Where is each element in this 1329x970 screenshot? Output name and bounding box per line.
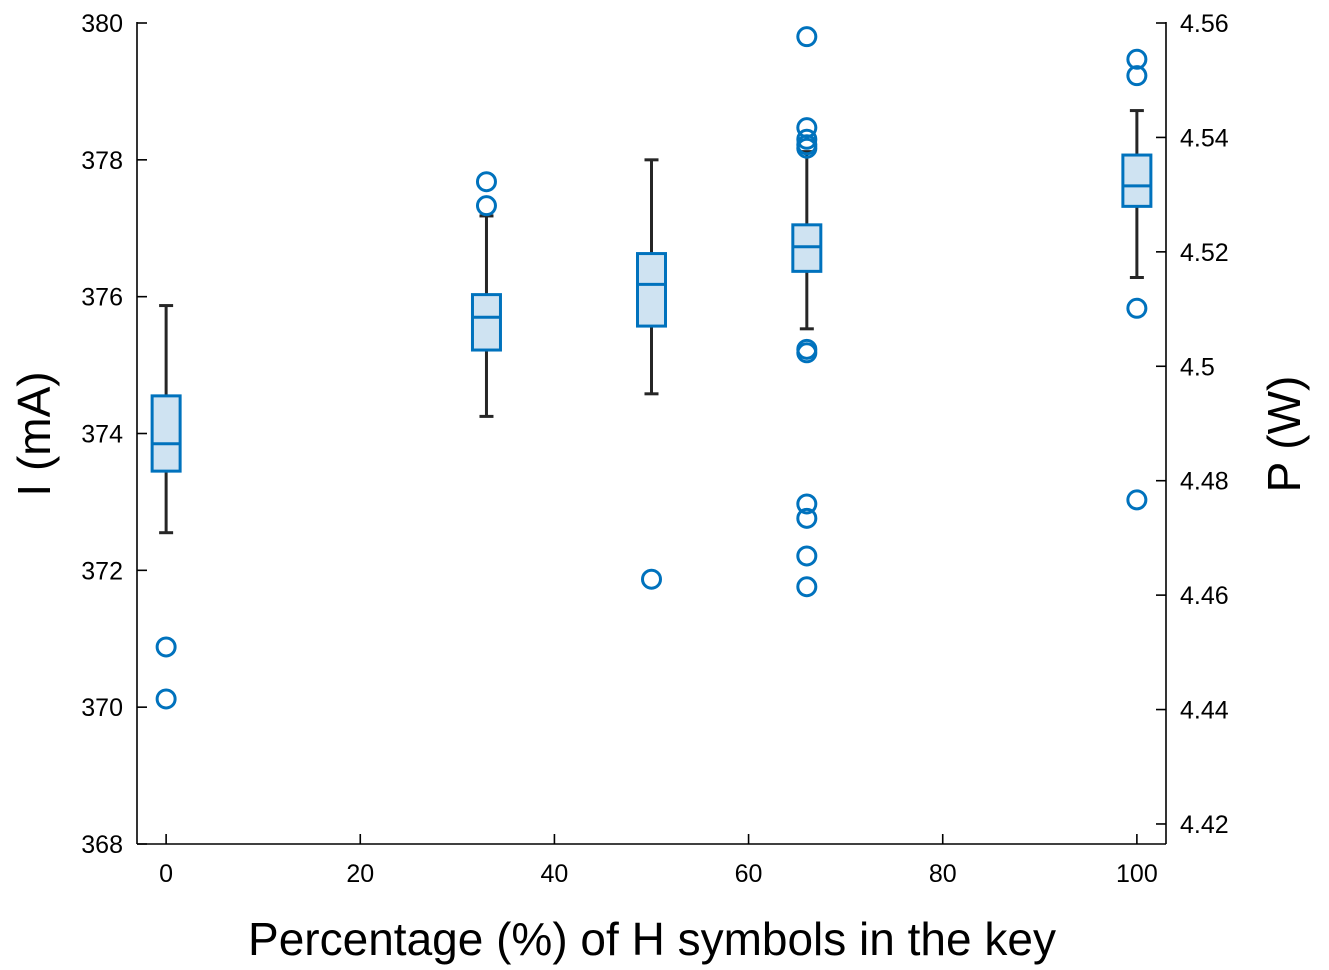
right-y-tick-label: 4.48: [1180, 468, 1229, 496]
outlier-point: [475, 195, 497, 217]
right-y-tick-label: 4.46: [1180, 582, 1229, 610]
box-group: [636, 158, 667, 590]
x-tick-label: 100: [1116, 860, 1158, 888]
left-y-tick-label: 372: [81, 557, 123, 585]
x-tick-label: 60: [735, 860, 763, 888]
box-iqr: [150, 394, 182, 473]
right-y-tick-label: 4.42: [1180, 811, 1229, 839]
outlier-point: [796, 507, 818, 529]
outlier-point: [796, 545, 818, 567]
left-y-tick-label: 374: [81, 421, 123, 449]
outlier-point: [796, 137, 818, 159]
left-y-axis-title: I (mA): [8, 371, 60, 496]
left-y-tick-label: 378: [81, 147, 123, 175]
right-y-tick-label: 4.54: [1180, 124, 1229, 152]
right-y-tick-label: 4.56: [1180, 10, 1229, 38]
outlier-point: [475, 171, 497, 193]
left-y-tick-label: 368: [81, 831, 123, 859]
x-axis-title: Percentage (%) of H symbols in the key: [248, 913, 1056, 965]
x-tick-label: 0: [159, 860, 173, 888]
box-group: [150, 304, 182, 710]
outlier-point: [1126, 489, 1148, 511]
box-iqr: [636, 252, 667, 328]
right-y-tick-label: 4.52: [1180, 239, 1229, 267]
axes: 0 20 40 60 80 100 368 370 372 374 376 378 380 4.42 4.4…: [81, 10, 1228, 888]
left-y-tick-label: 376: [81, 284, 123, 312]
outlier-point: [1126, 297, 1148, 319]
x-tick-label: 20: [346, 860, 374, 888]
right-y-tick-label: 4.44: [1180, 697, 1229, 725]
outlier-point: [796, 128, 818, 150]
outlier-point: [155, 688, 177, 710]
x-tick-label: 40: [541, 860, 569, 888]
x-tick-label: 80: [929, 860, 957, 888]
outlier-point: [796, 576, 818, 598]
left-y-tick-label: 380: [81, 10, 123, 38]
box-group: [470, 171, 502, 418]
box-iqr: [470, 293, 502, 352]
plot-area: [150, 26, 1153, 710]
outlier-point: [796, 26, 818, 48]
box-group: [1121, 48, 1153, 511]
box-group: [791, 26, 823, 598]
outlier-point: [641, 568, 662, 590]
left-y-tick-label: 370: [81, 694, 123, 722]
outlier-point: [796, 493, 818, 515]
outlier-point: [796, 342, 818, 364]
box-iqr: [1121, 153, 1153, 208]
right-y-tick-label: 4.5: [1180, 353, 1215, 381]
outlier-point: [155, 636, 177, 658]
outlier-point: [1126, 48, 1148, 70]
outlier-point: [1126, 65, 1148, 87]
right-y-axis-title: P (W): [1258, 376, 1310, 493]
